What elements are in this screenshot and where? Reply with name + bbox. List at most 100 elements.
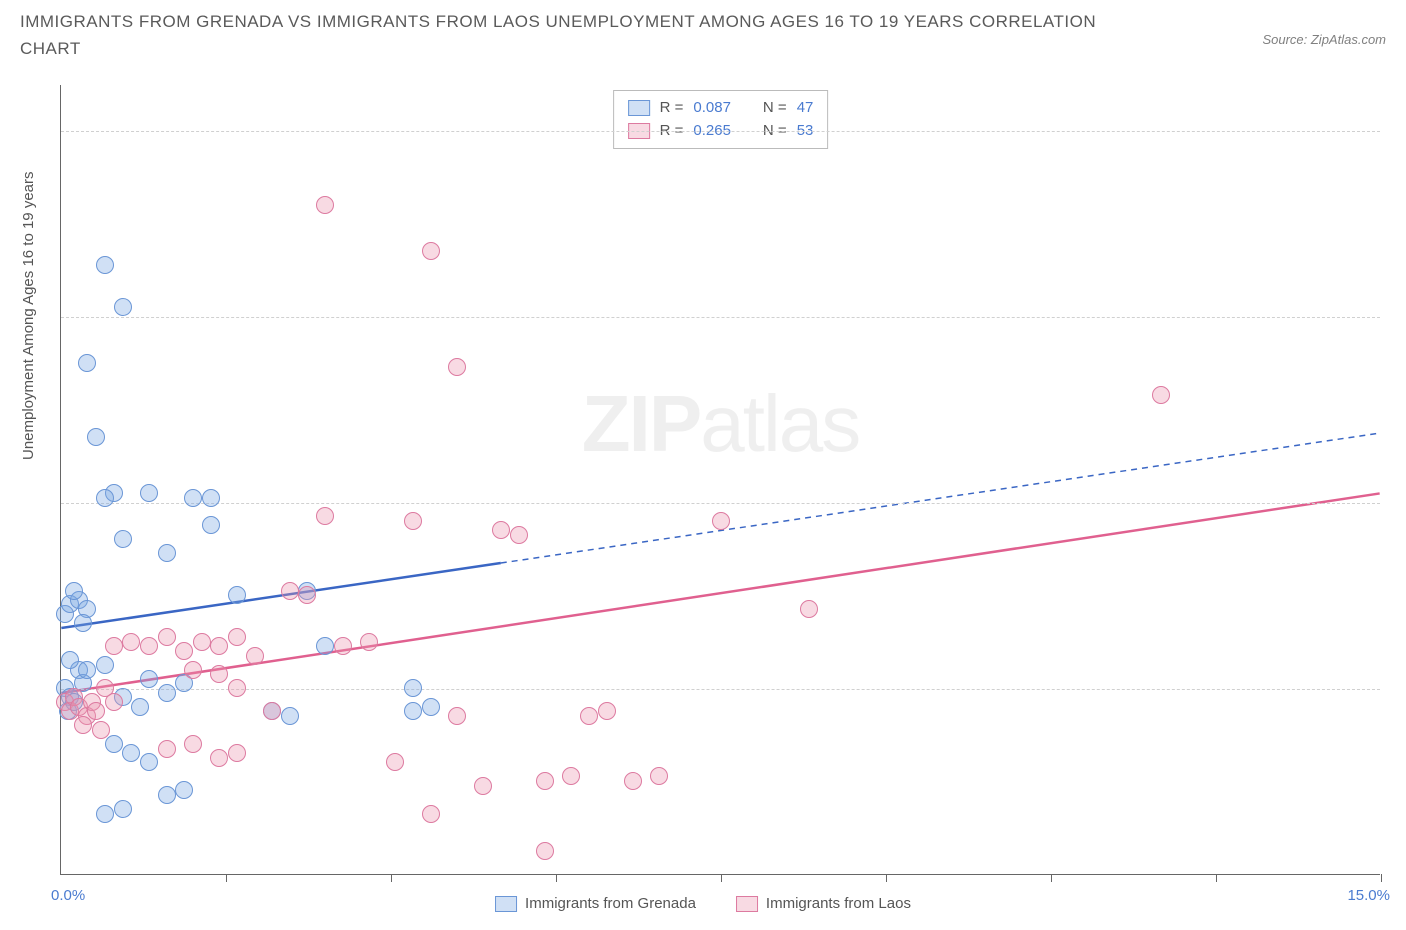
data-point [74, 716, 92, 734]
series-legend: Immigrants from Grenada Immigrants from L… [495, 895, 911, 912]
data-point [131, 698, 149, 716]
data-point [386, 753, 404, 771]
data-point [140, 637, 158, 655]
x-max-label: 15.0% [1347, 887, 1390, 904]
watermark: ZIPatlas [582, 378, 859, 470]
data-point [78, 661, 96, 679]
legend-swatch [628, 100, 650, 116]
data-point [404, 702, 422, 720]
data-point [334, 637, 352, 655]
data-point [114, 800, 132, 818]
data-point [140, 753, 158, 771]
legend-label: Immigrants from Grenada [525, 895, 696, 912]
data-point [422, 242, 440, 260]
data-point [263, 702, 281, 720]
data-point [184, 489, 202, 507]
data-point [228, 628, 246, 646]
data-point [158, 628, 176, 646]
data-point [175, 642, 193, 660]
stats-legend: R = 0.087N = 47R = 0.265N = 53 [613, 90, 829, 149]
legend-label: Immigrants from Laos [766, 895, 911, 912]
data-point [87, 702, 105, 720]
data-point [210, 665, 228, 683]
data-point [61, 651, 79, 669]
data-point [316, 637, 334, 655]
data-point [210, 637, 228, 655]
data-point [712, 512, 730, 530]
gridline [61, 503, 1380, 504]
legend-item: Immigrants from Grenada [495, 895, 696, 912]
data-point [448, 358, 466, 376]
data-point [78, 354, 96, 372]
data-point [202, 489, 220, 507]
y-tick-label: 20.0% [1390, 681, 1406, 698]
data-point [202, 516, 220, 534]
data-point [114, 298, 132, 316]
data-point [246, 647, 264, 665]
legend-item: Immigrants from Laos [736, 895, 911, 912]
trend-lines [61, 85, 1380, 874]
data-point [140, 670, 158, 688]
data-point [184, 735, 202, 753]
data-point [122, 633, 140, 651]
data-point [96, 805, 114, 823]
source-label: Source: ZipAtlas.com [1262, 32, 1386, 47]
x-tick [226, 874, 227, 882]
data-point [96, 256, 114, 274]
data-point [158, 544, 176, 562]
data-point [536, 772, 554, 790]
data-point [65, 582, 83, 600]
data-point [598, 702, 616, 720]
gridline [61, 689, 1380, 690]
data-point [158, 786, 176, 804]
data-point [210, 749, 228, 767]
legend-swatch [495, 896, 517, 912]
data-point [316, 507, 334, 525]
data-point [74, 614, 92, 632]
data-point [624, 772, 642, 790]
data-point [105, 637, 123, 655]
data-point [650, 767, 668, 785]
data-point [228, 679, 246, 697]
data-point [422, 698, 440, 716]
data-point [404, 512, 422, 530]
data-point [92, 721, 110, 739]
data-point [193, 633, 211, 651]
data-point [562, 767, 580, 785]
data-point [448, 707, 466, 725]
data-point [158, 740, 176, 758]
data-point [580, 707, 598, 725]
data-point [360, 633, 378, 651]
data-point [96, 489, 114, 507]
data-point [474, 777, 492, 795]
data-point [184, 661, 202, 679]
data-point [140, 484, 158, 502]
legend-swatch [736, 896, 758, 912]
y-tick-label: 60.0% [1390, 309, 1406, 326]
data-point [536, 842, 554, 860]
data-point [228, 744, 246, 762]
x-tick [1216, 874, 1217, 882]
x-tick [721, 874, 722, 882]
data-point [105, 693, 123, 711]
data-point [87, 428, 105, 446]
y-tick-label: 80.0% [1390, 123, 1406, 140]
y-tick-label: 40.0% [1390, 495, 1406, 512]
x-tick [391, 874, 392, 882]
data-point [1152, 386, 1170, 404]
x-tick [556, 874, 557, 882]
x-tick [886, 874, 887, 882]
data-point [800, 600, 818, 618]
data-point [228, 586, 246, 604]
y-axis-label: Unemployment Among Ages 16 to 19 years [20, 171, 37, 460]
data-point [422, 805, 440, 823]
data-point [281, 582, 299, 600]
x-min-label: 0.0% [51, 887, 85, 904]
data-point [105, 735, 123, 753]
x-tick [1381, 874, 1382, 882]
data-point [114, 530, 132, 548]
stats-row: R = 0.087N = 47 [628, 97, 814, 120]
data-point [298, 586, 316, 604]
data-point [96, 656, 114, 674]
data-point [404, 679, 422, 697]
